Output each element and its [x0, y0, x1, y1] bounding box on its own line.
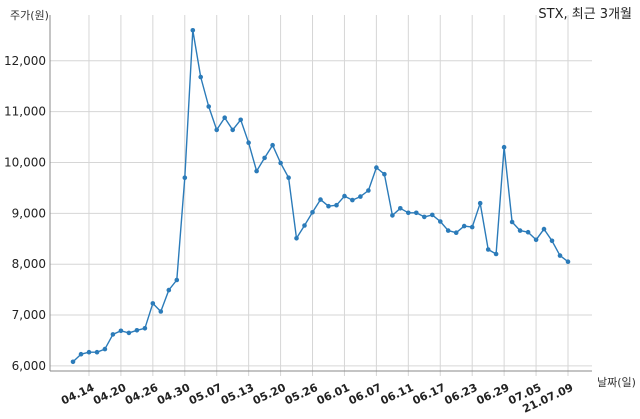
- chart-title: STX, 최근 3개월: [538, 7, 632, 22]
- data-point: [350, 197, 355, 203]
- data-point: [278, 160, 283, 166]
- data-point: [422, 214, 427, 220]
- data-point: [134, 328, 140, 333]
- data-point: [78, 351, 84, 357]
- data-point: [477, 200, 483, 206]
- data-point: [310, 210, 315, 215]
- series-line: [72, 29, 569, 363]
- x-tick-label: 06.11: [379, 381, 416, 407]
- y-tick-labels: 6,000 7,000 8,000 9,000 10,000 11,000 12,000: [4, 54, 46, 373]
- x-tick-labels: 04.1404.2004.2604.3005.0705.1305.2005.26…: [59, 381, 575, 416]
- data-point: [445, 228, 451, 233]
- data-point: [485, 247, 491, 252]
- x-tick-label: 05.07: [187, 381, 224, 407]
- data-point: [102, 346, 108, 352]
- data-point: [438, 219, 443, 224]
- data-point: [565, 259, 571, 265]
- data-point: [326, 203, 331, 209]
- y-tick-label: 11,000: [4, 105, 46, 119]
- data-point: [469, 224, 475, 230]
- data-point: [549, 238, 555, 244]
- data-point: [86, 349, 92, 355]
- x-tick-label: 04.30: [155, 381, 192, 408]
- data-point: [198, 74, 203, 80]
- data-point: [190, 28, 196, 33]
- data-point: [318, 197, 323, 202]
- x-tick-label: 06.29: [474, 381, 511, 407]
- data-point: [222, 115, 227, 120]
- y-tick-label: 12,000: [4, 54, 46, 68]
- data-point: [430, 212, 435, 218]
- y-tick-label: 9,000: [12, 206, 46, 220]
- data-point: [366, 188, 371, 193]
- data-point: [70, 359, 76, 365]
- x-tick-label: 06.07: [347, 381, 384, 407]
- data-point: [358, 194, 363, 199]
- data-point: [493, 251, 499, 257]
- data-point: [382, 171, 387, 177]
- data-point: [94, 349, 100, 355]
- data-point: [262, 155, 267, 161]
- data-point: [126, 330, 132, 336]
- x-tick-label: 05.20: [251, 381, 288, 408]
- y-tick-label: 10,000: [4, 155, 46, 169]
- data-point: [214, 127, 219, 133]
- y-axis-label: 주가(원): [10, 9, 49, 22]
- data-point: [246, 140, 251, 145]
- data-point: [270, 142, 275, 148]
- data-point: [533, 237, 539, 243]
- x-tick-label: 06.23: [442, 381, 479, 407]
- data-point: [174, 277, 180, 283]
- data-point: [398, 206, 403, 211]
- data-point: [509, 219, 515, 225]
- x-tick-label: 04.26: [123, 381, 160, 408]
- y-tick-label: 7,000: [12, 308, 46, 322]
- data-point: [118, 328, 124, 334]
- data-point: [166, 287, 172, 293]
- data-point: [294, 236, 299, 241]
- data-point: [525, 229, 531, 235]
- data-point: [110, 332, 116, 337]
- x-tick-label: 05.26: [283, 381, 320, 408]
- data-point: [182, 175, 188, 180]
- x-tick-label: 06.17: [410, 381, 447, 407]
- axes: [49, 15, 592, 372]
- price-series: [70, 28, 571, 365]
- data-point: [461, 223, 467, 229]
- data-point: [142, 326, 148, 331]
- data-point: [302, 223, 307, 228]
- x-axis-label: 날짜(일): [597, 375, 636, 389]
- data-point: [374, 165, 379, 170]
- data-point: [206, 104, 211, 109]
- data-point: [150, 301, 156, 306]
- x-tick-label: 04.20: [91, 381, 128, 408]
- y-tick-label: 8,000: [12, 257, 46, 271]
- data-point: [517, 228, 523, 233]
- y-tick-label: 6,000: [12, 359, 46, 373]
- x-tick-label: 04.14: [59, 381, 96, 408]
- data-point: [238, 117, 243, 123]
- data-point: [453, 230, 459, 235]
- data-point: [406, 210, 411, 216]
- data-point: [414, 210, 419, 216]
- data-point: [158, 309, 164, 314]
- data-point: [334, 202, 339, 208]
- data-point: [342, 193, 347, 199]
- x-tick-label: 05.13: [219, 381, 256, 407]
- data-point: [541, 226, 547, 232]
- data-point: [230, 127, 235, 133]
- data-point: [286, 175, 291, 180]
- grid: [50, 15, 592, 376]
- data-point: [557, 253, 563, 258]
- x-tick-label: 06.01: [315, 381, 352, 407]
- data-point: [254, 168, 259, 174]
- data-point: [501, 144, 507, 150]
- data-point: [390, 213, 395, 218]
